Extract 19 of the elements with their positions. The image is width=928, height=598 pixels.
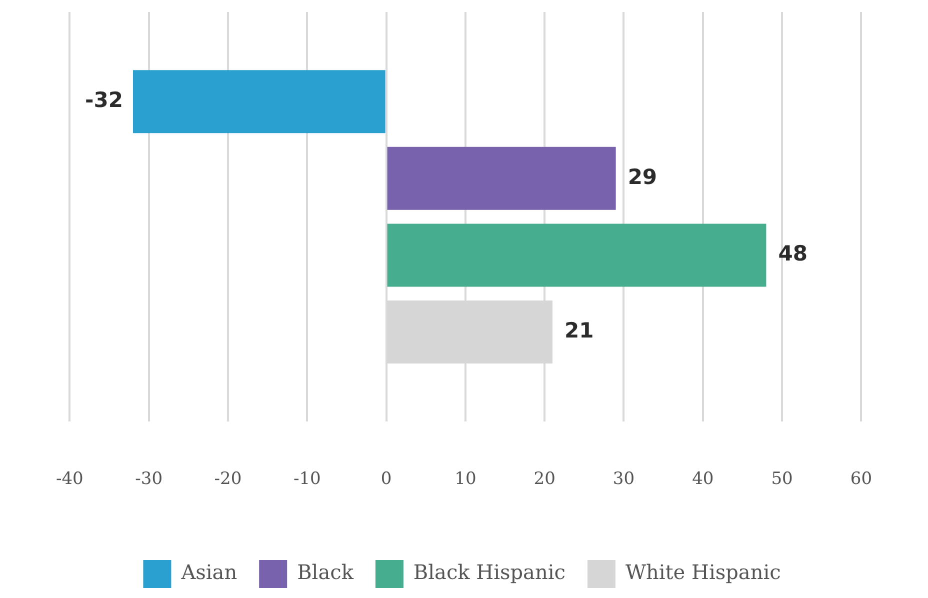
x-tick-label: 40 (692, 469, 714, 490)
x-tick-label: 0 (380, 469, 392, 490)
data-label: 21 (564, 318, 594, 342)
legend-label: Black Hispanic (413, 560, 566, 584)
data-label: -32 (85, 88, 124, 112)
legend-label: Black (297, 560, 354, 584)
x-tick-label: -20 (214, 469, 242, 490)
data-label: 48 (778, 242, 808, 266)
x-tick-label: -40 (56, 469, 84, 490)
x-tick-label: 50 (771, 469, 793, 490)
x-tick-label: 30 (612, 469, 635, 490)
x-tick-label: 60 (850, 469, 872, 490)
x-tick-label: 20 (534, 469, 556, 490)
legend-label: Asian (180, 560, 238, 584)
x-tick-label: -10 (293, 469, 321, 490)
x-tick-label: 10 (454, 469, 476, 490)
legend-label: White Hispanic (625, 560, 781, 584)
data-label: 29 (628, 164, 658, 189)
x-tick-label: -30 (135, 469, 163, 490)
